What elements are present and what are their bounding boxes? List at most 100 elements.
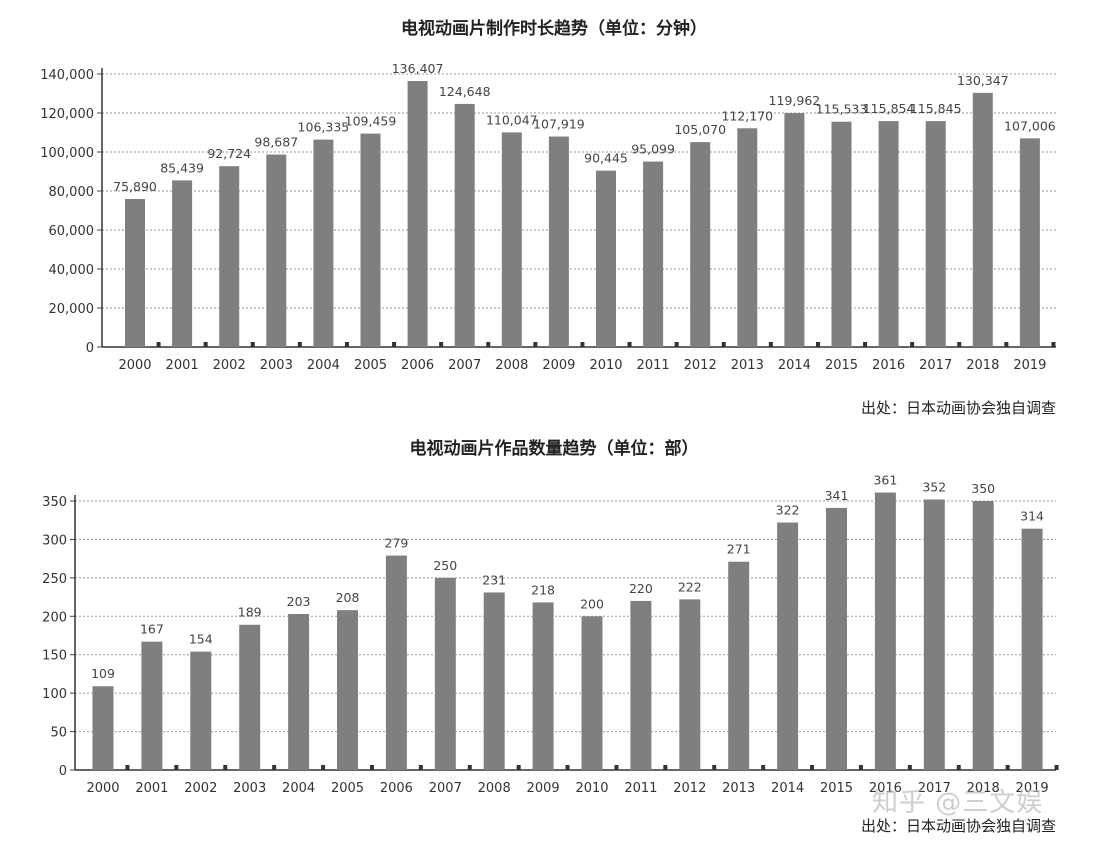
chart-2-bar xyxy=(728,561,750,770)
watermark: 知乎 @三文娱 xyxy=(872,788,1044,818)
chart-2-data-label: 352 xyxy=(922,479,946,494)
chart-2-ytick-label: 150 xyxy=(42,649,67,664)
chart-2-x-tick-mark xyxy=(1005,765,1010,770)
chart-2-ytick-label: 100 xyxy=(42,687,67,702)
chart-1-x-tick-mark xyxy=(297,342,302,347)
chart-1-bar xyxy=(1019,138,1040,347)
chart-1-data-label: 106,335 xyxy=(298,120,350,135)
chart-2-bar xyxy=(532,602,554,770)
chart-1-category-label: 2000 xyxy=(118,358,151,373)
chart-1-bar xyxy=(125,199,145,347)
chart-1-data-label: 110,047 xyxy=(486,112,538,127)
chart-1-x-tick-mark xyxy=(156,342,161,347)
chart-2-bar xyxy=(1021,528,1043,770)
chart-1-category-label: 2001 xyxy=(166,358,199,373)
chart-2-data-label: 250 xyxy=(433,558,457,573)
chart-1-ytick-label: 40,000 xyxy=(49,263,95,278)
chart-1-bar xyxy=(878,121,899,347)
chart-1-data-label: 130,347 xyxy=(957,73,1009,88)
chart-1-bar xyxy=(596,170,616,347)
chart-1-bar xyxy=(172,180,193,347)
chart-2-x-tick-mark xyxy=(663,765,668,770)
chart-2-category-label: 2016 xyxy=(869,781,902,796)
chart-2-x-tick-mark xyxy=(858,765,863,770)
chart-1-x-tick-mark xyxy=(392,342,397,347)
chart-1-data-label: 119,962 xyxy=(769,93,821,108)
chart-1-bar xyxy=(219,166,240,347)
chart-1-bar xyxy=(407,81,428,347)
chart-2-x-tick-mark xyxy=(565,765,570,770)
chart-2-category-label: 2013 xyxy=(722,781,755,796)
chart-1-ytick-label: 80,000 xyxy=(49,185,95,200)
chart-2-bar xyxy=(434,577,456,770)
chart-2-x-tick-mark xyxy=(712,765,717,770)
chart-1-x-tick-mark xyxy=(957,342,962,347)
chart-2-category-label: 2002 xyxy=(184,781,217,796)
chart-2-category-label: 2014 xyxy=(771,781,804,796)
chart-1-bar xyxy=(454,103,475,347)
chart-2-bar xyxy=(972,501,994,770)
chart-2-data-label: 218 xyxy=(531,582,555,597)
chart-2-category-label: 2009 xyxy=(527,781,560,796)
chart-1-data-label: 124,648 xyxy=(439,84,491,99)
chart-2-category-label: 2012 xyxy=(673,781,706,796)
chart-1-category-label: 2013 xyxy=(731,358,764,373)
chart-1-x-tick-mark xyxy=(533,342,538,347)
chart-2-source: 出处：日本动画协会独自调查 xyxy=(860,817,1056,835)
chart-1-x-tick-mark xyxy=(815,342,820,347)
chart-2-x-tick-mark xyxy=(516,765,521,770)
chart-1-data-label: 115,533 xyxy=(816,102,868,117)
chart-1-bar xyxy=(925,121,946,347)
chart-1-x-tick-mark xyxy=(768,342,773,347)
chart-1-x-tick-mark xyxy=(344,342,349,347)
chart-1-ytick-label: 140,000 xyxy=(40,68,94,83)
chart-2-data-label: 189 xyxy=(238,605,262,620)
chart-1-data-label: 115,845 xyxy=(910,101,962,116)
chart-1-bar xyxy=(548,136,569,347)
chart-2-x-tick-mark xyxy=(956,765,961,770)
chart-1-category-label: 2018 xyxy=(966,358,999,373)
chart-2-x-tick-mark xyxy=(418,765,423,770)
chart-1-bar xyxy=(313,139,334,347)
chart-2-x-tick-mark xyxy=(907,765,912,770)
chart-2-ytick-label: 200 xyxy=(42,610,67,625)
chart-1-bar xyxy=(784,113,805,347)
chart-1-data-label: 92,724 xyxy=(207,146,251,161)
chart-1-category-label: 2014 xyxy=(778,358,811,373)
chart-2-bar xyxy=(679,599,701,770)
chart-2-data-label: 167 xyxy=(140,622,164,637)
chart-2-category-label: 2011 xyxy=(624,781,657,796)
chart-1-category-label: 2002 xyxy=(213,358,246,373)
chart-2-category-label: 2007 xyxy=(429,781,462,796)
chart-1-category-label: 2012 xyxy=(684,358,717,373)
chart-2-category-label: 2006 xyxy=(380,781,413,796)
chart-1-data-label: 105,070 xyxy=(674,122,726,137)
chart-1-ytick-label: 0 xyxy=(86,341,94,356)
chart-1-x-tick-mark xyxy=(627,342,632,347)
chart-2-data-label: 231 xyxy=(482,572,506,587)
chart-2-ytick-label: 350 xyxy=(42,495,67,510)
chart-2-x-tick-mark xyxy=(369,765,374,770)
chart-1-data-label: 107,919 xyxy=(533,117,585,132)
chart-1-category-label: 2015 xyxy=(825,358,858,373)
chart-2-x-tick-mark xyxy=(467,765,472,770)
chart-1-x-tick-mark xyxy=(203,342,208,347)
chart-2-data-label: 203 xyxy=(287,594,311,609)
chart-1-x-tick-mark xyxy=(721,342,726,347)
chart-1-bar xyxy=(690,142,711,347)
chart-1-x-tick-mark xyxy=(674,342,679,347)
chart-2-category-label: 2018 xyxy=(967,781,1000,796)
chart-2-ytick-label: 300 xyxy=(42,533,67,548)
chart-1-data-label: 136,407 xyxy=(392,61,444,76)
chart-1-ytick-label: 120,000 xyxy=(40,107,94,122)
chart-1-x-tick-mark xyxy=(486,342,491,347)
chart-1-x-tick-mark xyxy=(250,342,255,347)
chart-1-data-label: 75,890 xyxy=(113,179,157,194)
chart-2-data-label: 208 xyxy=(336,590,360,605)
chart-1-data-label: 90,445 xyxy=(584,151,628,166)
chart-1-category-label: 2005 xyxy=(354,358,387,373)
chart-2-data-label: 361 xyxy=(873,473,897,488)
chart-1-ytick-label: 20,000 xyxy=(49,302,95,317)
chart-2-data-label: 341 xyxy=(825,488,849,503)
chart-1-category-label: 2016 xyxy=(872,358,905,373)
